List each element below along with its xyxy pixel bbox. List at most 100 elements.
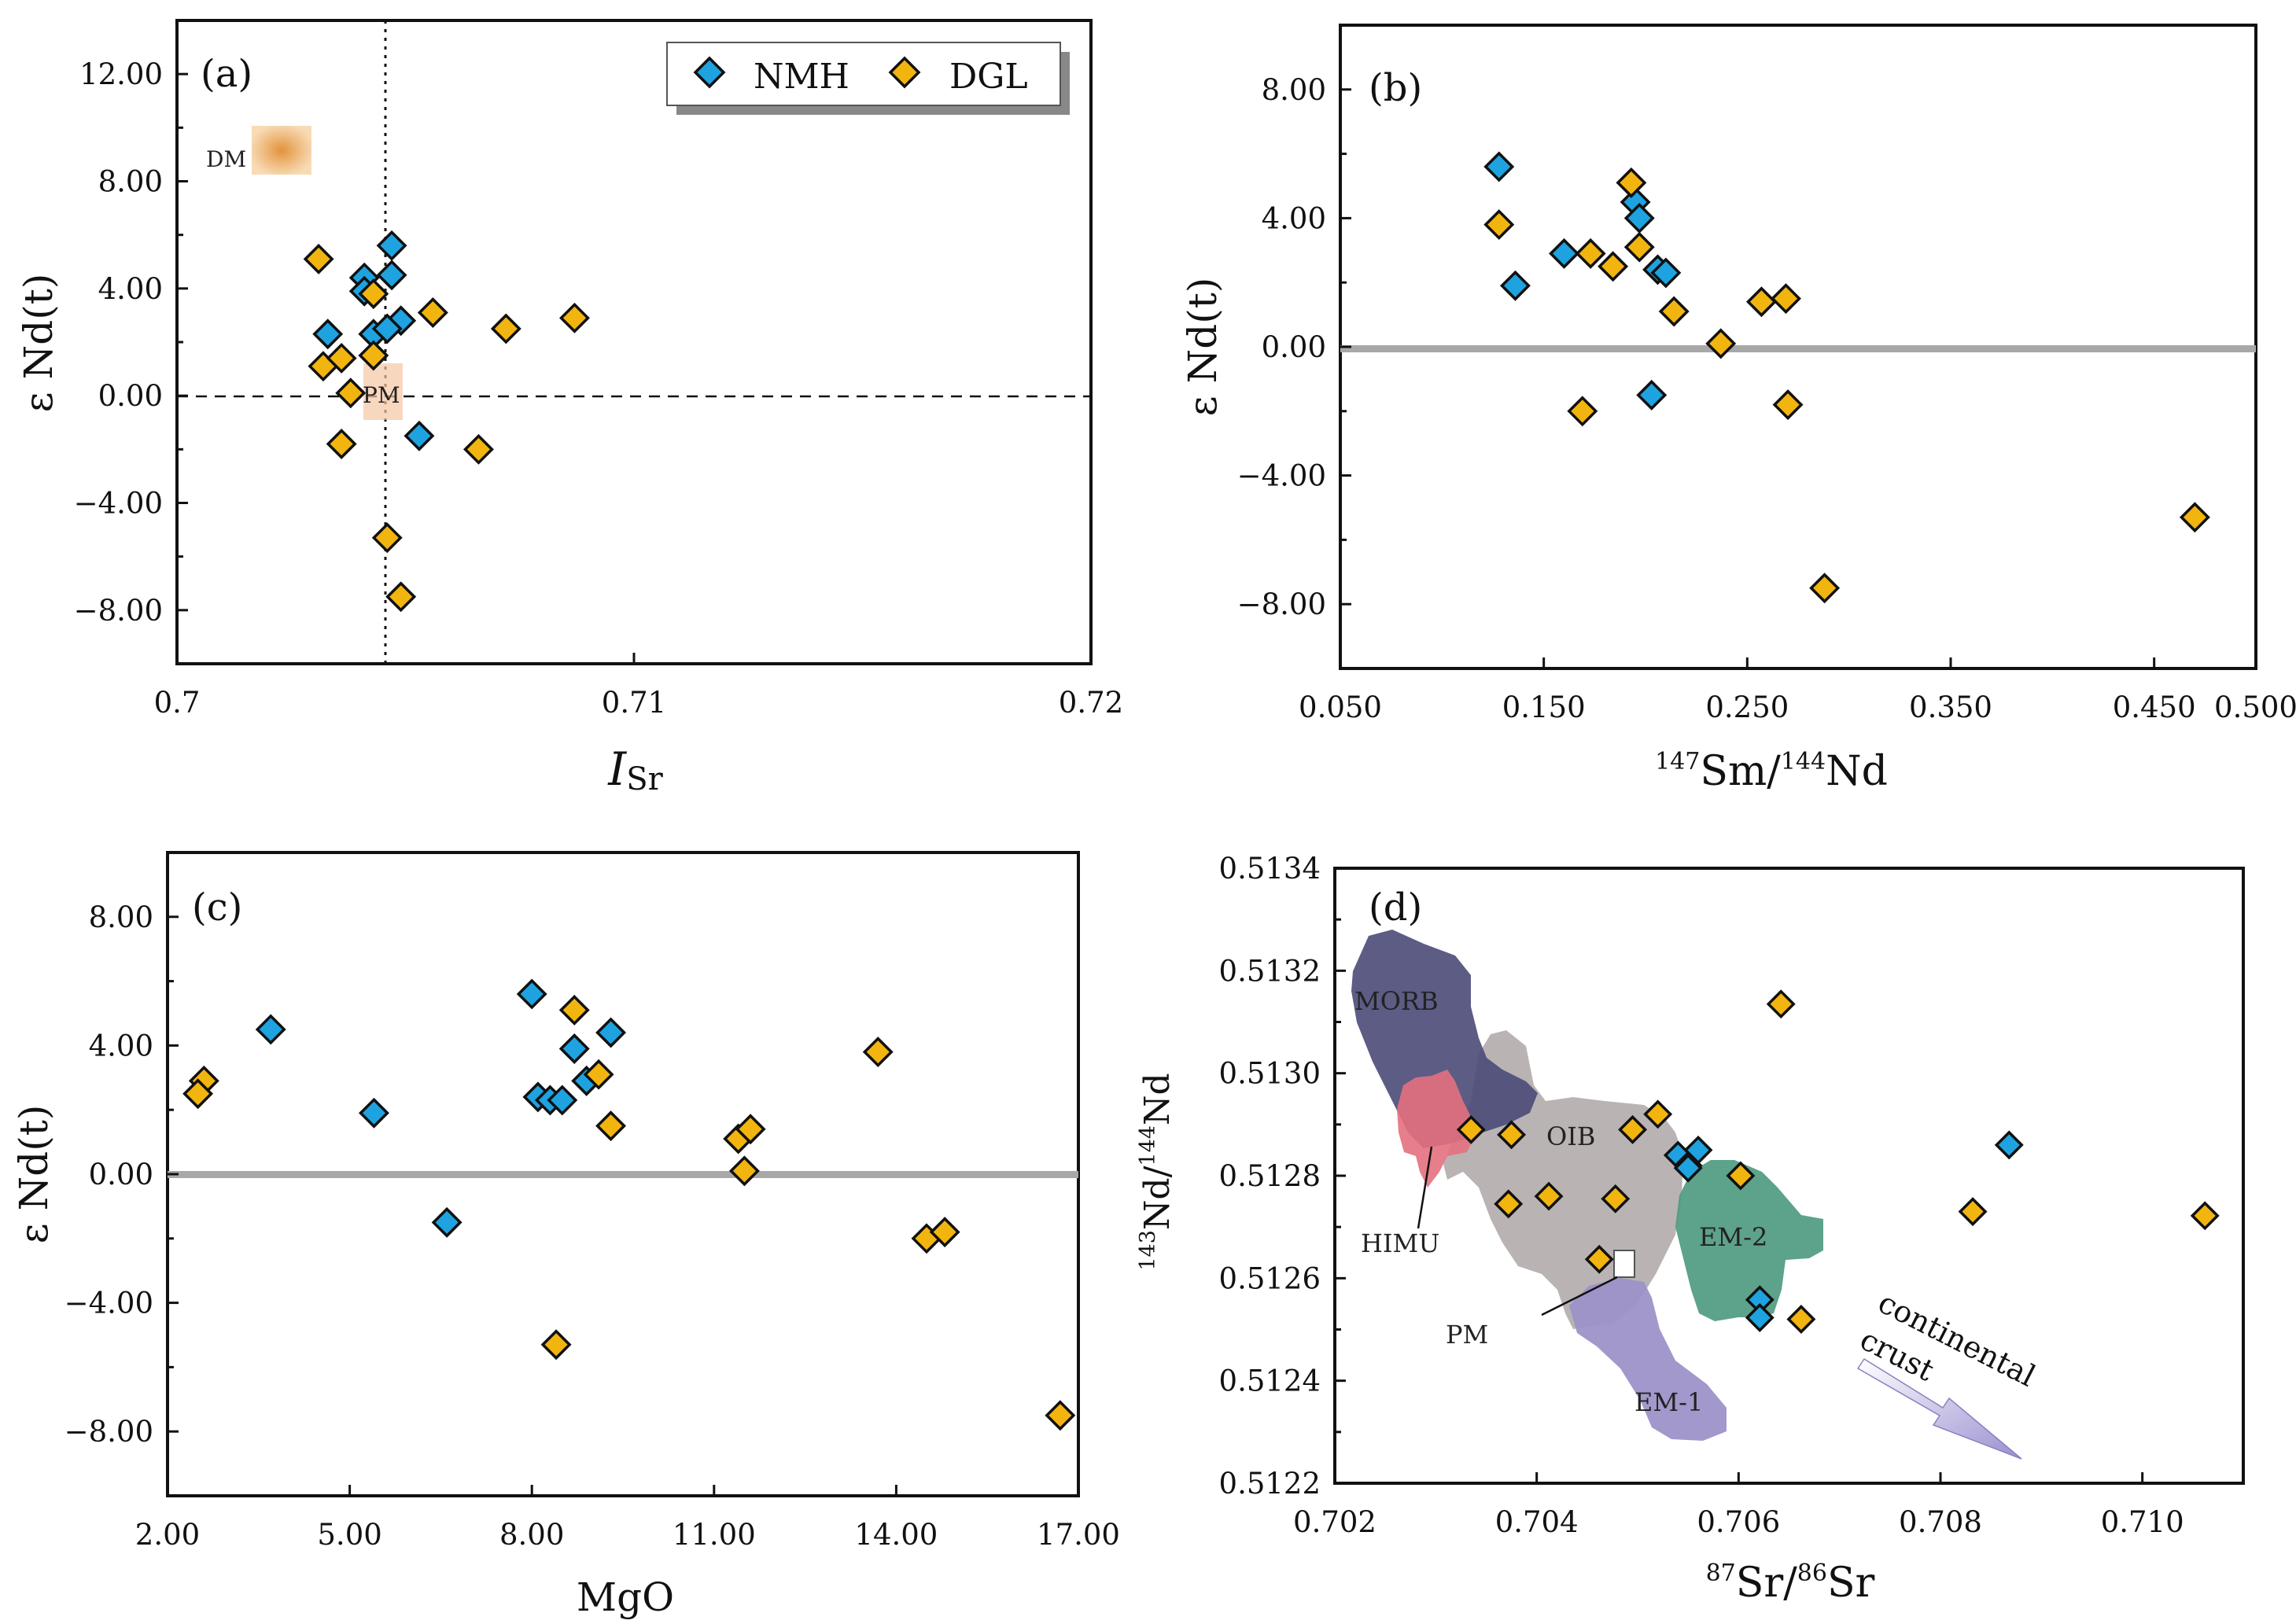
a-point-dgl <box>335 377 367 409</box>
d-point-nmh <box>1683 1135 1713 1165</box>
panel-b-x-title-el2: Nd <box>1826 748 1888 795</box>
a-point-dgl <box>463 433 494 465</box>
b-point-dgl <box>1623 231 1655 263</box>
c-x-tick-label: 17.00 <box>1037 1518 1120 1552</box>
c-point-nmh <box>431 1206 463 1238</box>
a-point-dgl <box>371 522 403 554</box>
c-point-nmh <box>547 1085 578 1116</box>
b-point-nmh <box>1499 270 1531 301</box>
pm-label-d: PM <box>1446 1320 1488 1350</box>
d-point-dgl <box>1584 1244 1614 1274</box>
legend-label-dgl: DGL <box>949 57 1028 97</box>
panel-a-y-title: ε Nd(t) <box>16 274 61 413</box>
panel-a-x-title-sub: Sr <box>626 761 663 797</box>
legend-label-nmh: NMH <box>754 57 849 97</box>
panel-d-y-el1: Nd/ <box>1137 1166 1177 1230</box>
panel-a-x-title: ISr <box>607 742 663 797</box>
c-x-tick-label: 2.00 <box>135 1518 200 1552</box>
c-point-nmh <box>255 1014 286 1045</box>
d-point-nmh <box>1994 1130 2024 1160</box>
d-y-tick-label: 0.5130 <box>1219 1057 1321 1091</box>
b-x-tick-label: 0.450 <box>2113 690 2196 724</box>
panel-b-y-title-text: ε Nd(t) <box>1180 278 1225 417</box>
panel-c: (c) 2.00 5.00 8.00 11.00 14.00 17.00 −8.00 −4.0… <box>11 851 1120 1620</box>
d-point-dgl <box>1534 1181 1564 1211</box>
c-x-tick-label: 11.00 <box>673 1518 756 1552</box>
a-x-tick-label: 0.71 <box>602 686 666 720</box>
panel-b-label: (b) <box>1369 66 1422 110</box>
panel-d-y-title-text: 143Nd/144Nd <box>1136 1073 1177 1270</box>
c-point-dgl <box>540 1329 572 1361</box>
a-point-dgl <box>558 302 590 333</box>
b-point-dgl <box>1658 296 1690 327</box>
panel-b-y-title: ε Nd(t) <box>1180 278 1225 417</box>
continental-crust-arrow <box>1856 1357 2022 1460</box>
a-point-dgl <box>490 313 521 344</box>
b-y-tick-label: −4.00 <box>1237 459 1326 493</box>
panel-c-y-title: ε Nd(t) <box>11 1105 57 1244</box>
panel-d-ticks: 0.702 0.704 0.706 0.708 0.710 0.5122 0.5124 0.5… <box>1219 852 2184 1539</box>
a-point-dgl <box>358 340 389 371</box>
c-point-nmh <box>359 1097 389 1129</box>
b-point-dgl <box>1575 238 1606 269</box>
c-y-tick-label: −8.00 <box>64 1415 153 1449</box>
em1-field <box>1569 1278 1727 1441</box>
pm-field: PM <box>363 363 403 420</box>
panel-d-x-title: 87Sr/86Sr <box>1706 1560 1875 1607</box>
b-point-nmh <box>1483 151 1515 182</box>
a-y-tick-label: 4.00 <box>98 272 163 306</box>
a-y-tick-label: 12.00 <box>79 57 163 91</box>
c-x-tick-label: 14.00 <box>854 1518 938 1552</box>
d-point-dgl <box>1494 1189 1524 1219</box>
dm-label: DM <box>206 146 246 172</box>
c-point-dgl <box>583 1059 614 1090</box>
d-point-dgl <box>1601 1184 1631 1213</box>
a-point-dgl <box>303 243 334 274</box>
d-y-tick-label: 0.5122 <box>1219 1467 1321 1501</box>
legend: NMH DGL <box>666 42 1070 115</box>
panel-d-y-iso1: 143 <box>1136 1230 1160 1271</box>
morb-label: MORB <box>1354 986 1439 1016</box>
a-point-nmh <box>376 260 407 291</box>
c-point-dgl <box>929 1217 960 1248</box>
panel-b-x-title-iso2: 144 <box>1781 748 1826 775</box>
a-x-tick-label: 0.72 <box>1059 686 1123 720</box>
d-point-dgl <box>1766 989 1796 1019</box>
b-x-tick-label: 0.500 <box>2214 690 2296 724</box>
b-x-tick-label: 0.250 <box>1705 690 1789 724</box>
panel-c-label: (c) <box>192 886 242 930</box>
legend-marker-dgl <box>888 56 921 89</box>
panel-a-label: (a) <box>201 52 252 96</box>
d-point-dgl <box>1497 1120 1527 1150</box>
d-x-tick-label: 0.702 <box>1293 1505 1376 1539</box>
c-point-dgl <box>728 1155 760 1187</box>
a-point-nmh <box>376 230 407 261</box>
d-x-tick-label: 0.708 <box>1899 1505 1982 1539</box>
panel-c-y-title-text: ε Nd(t) <box>11 1105 57 1244</box>
pm-label-a: PM <box>363 382 400 408</box>
a-point-nmh <box>312 319 344 350</box>
c-point-dgl <box>558 994 590 1026</box>
a-point-dgl <box>417 297 448 328</box>
b-x-tick-label: 0.050 <box>1299 690 1382 724</box>
panel-d-label: (d) <box>1369 886 1422 930</box>
d-x-tick-label: 0.710 <box>2101 1505 2184 1539</box>
panel-d: (d) 0.702 0.704 0.706 0.708 0.710 0.5122 0.512… <box>1136 852 2245 1607</box>
panel-b-ticks: 0.050 0.150 0.250 0.350 0.450 0.500 −8.00 −4.00… <box>1237 73 2296 724</box>
d-y-tick-label: 0.5132 <box>1219 954 1321 988</box>
pm-point <box>1613 1250 1635 1278</box>
c-x-tick-label: 5.00 <box>317 1518 381 1552</box>
c-point-nmh <box>595 1017 627 1048</box>
panel-d-y-el2: Nd <box>1137 1073 1177 1125</box>
panel-c-ticks: 2.00 5.00 8.00 11.00 14.00 17.00 −8.00 −4.00 0.0… <box>64 900 1120 1552</box>
c-y-tick-label: −4.00 <box>64 1287 153 1320</box>
dm-box <box>252 126 311 175</box>
d-y-tick-label: 0.5128 <box>1219 1159 1321 1193</box>
himu-field <box>1397 1070 1475 1188</box>
b-y-tick-label: −8.00 <box>1237 587 1326 621</box>
b-point-dgl <box>1705 328 1737 359</box>
dm-field: DM <box>206 126 311 175</box>
panel-a: (a) 0.7 0.71 0.72 −8.00 −4.00 0.00 4.00 8.00 12.… <box>16 19 1123 797</box>
b-point-dgl <box>2179 502 2210 533</box>
c-point-dgl <box>735 1114 766 1145</box>
